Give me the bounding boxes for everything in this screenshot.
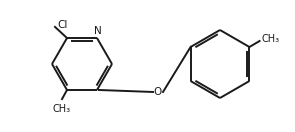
Text: CH₃: CH₃ (53, 104, 71, 114)
Text: CH₃: CH₃ (262, 34, 280, 44)
Text: Cl: Cl (57, 20, 67, 30)
Text: O: O (154, 87, 162, 97)
Text: N: N (94, 26, 102, 36)
